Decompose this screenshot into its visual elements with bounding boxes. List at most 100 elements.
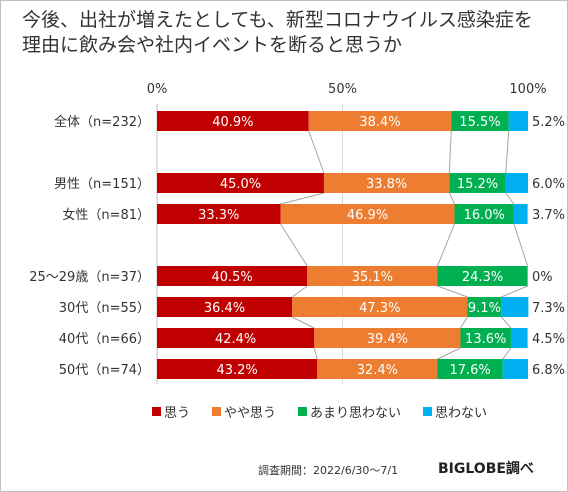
chart-title-line-2: 理由に飲み会や社内イベントを断ると思うか [22, 34, 403, 56]
series-connector-line [501, 285, 528, 298]
series-connector-line [500, 316, 512, 329]
series-connector-line [448, 130, 452, 174]
data-label: 16.0% [464, 208, 505, 223]
bar-segment [460, 328, 511, 348]
data-label-outside: 4.5% [532, 332, 565, 347]
bar-segment [157, 266, 308, 286]
data-label-outside: 3.7% [532, 208, 565, 223]
legend-swatch-series-4 [423, 407, 433, 416]
data-label-outside: 0% [532, 270, 553, 285]
series-connector-line [291, 316, 315, 329]
legend-label-series-1: 思う [164, 406, 191, 421]
category-label: 40代（n=66） [59, 332, 150, 347]
bar-segment [157, 111, 309, 131]
data-label-outside: 6.8% [532, 363, 565, 378]
series-connector-line [437, 347, 461, 360]
data-label: 47.3% [359, 301, 400, 316]
category-label: 男性（n=151） [54, 177, 150, 192]
data-label: 15.2% [457, 177, 498, 192]
data-label: 13.6% [465, 332, 506, 347]
bar-segment [157, 359, 318, 379]
data-label: 24.3% [462, 270, 503, 285]
category-label: 25〜29歳（n=37） [29, 270, 150, 285]
bar-segment [501, 297, 529, 317]
bar-segment [467, 297, 502, 317]
legend-item-series-3: あまり思わない [298, 402, 401, 421]
data-label: 35.1% [352, 270, 393, 285]
series-connector-line [280, 223, 308, 267]
bar-segment [280, 204, 455, 224]
series-connector-line [448, 192, 455, 205]
chart-title: 今後、出社が増えたとしても、新型コロナウイルス感染症を 理由に飲み会や社内イベン… [22, 8, 552, 58]
survey-period: 調査期間：2022/6/30〜7/1 [258, 464, 399, 477]
data-label: 33.3% [198, 208, 239, 223]
series-connector-line [505, 130, 510, 174]
bar-segment [307, 266, 438, 286]
brand-credit: BIGLOBE調べ [438, 461, 534, 477]
data-label-outside: 5.2% [532, 115, 565, 130]
data-label: 40.9% [212, 115, 253, 130]
bar-segment [451, 111, 509, 131]
bar-segment [314, 328, 461, 348]
bar-segment [292, 297, 468, 317]
bar-segment [505, 173, 528, 193]
data-label-outside: 7.3% [532, 301, 565, 316]
x-axis-tick-label: 50% [328, 82, 357, 97]
series-connector-line [460, 316, 468, 329]
legend-label-series-2: やや思う [224, 406, 277, 421]
data-label: 40.5% [211, 270, 252, 285]
bar-segment [157, 204, 281, 224]
x-axis-tick-label: 0% [147, 82, 168, 97]
bar-segment [323, 173, 450, 193]
legend-item-series-2: やや思う [212, 402, 276, 421]
legend-swatch-series-2 [212, 407, 222, 416]
bar-segment [437, 266, 528, 286]
series-connector-line [313, 347, 318, 360]
bar-segment [502, 359, 528, 379]
bar-segment [454, 204, 514, 224]
legend-swatch-series-3 [298, 407, 308, 416]
category-label: 全体（n=232） [54, 114, 150, 130]
series-connector-line [280, 192, 325, 205]
data-label: 38.4% [359, 115, 400, 130]
bar-segment [449, 173, 506, 193]
data-label: 43.2% [216, 363, 257, 378]
series-connector-line [505, 192, 515, 205]
legend-swatch-series-1 [152, 407, 161, 416]
bar-segment [157, 173, 324, 193]
data-label: 17.6% [449, 363, 490, 378]
bar-segment [437, 359, 503, 379]
bar-segment [157, 297, 293, 317]
bar-segment [317, 359, 438, 379]
data-label: 32.4% [357, 363, 398, 378]
data-label: 9.1% [468, 301, 501, 316]
series-connector-line [308, 130, 325, 174]
series-connector-line [437, 285, 468, 298]
series-connector-line [513, 223, 529, 267]
bar-segment [157, 328, 315, 348]
legend-item-series-4: 思わない [423, 402, 487, 421]
series-connector-line [502, 347, 512, 360]
legend-item-series-1: 思う [152, 402, 190, 421]
category-label: 50代（n=74） [59, 363, 150, 378]
legend-label-series-4: 思わない [435, 406, 488, 421]
legend-label-series-3: あまり思わない [310, 406, 402, 421]
category-label: 女性（n=81） [62, 207, 150, 223]
data-label: 36.4% [204, 301, 245, 316]
category-label: 30代（n=55） [59, 301, 150, 316]
legend: 思う やや思う あまり思わない 思わない [152, 402, 487, 421]
series-connector-line [437, 223, 456, 267]
data-label: 33.8% [366, 177, 407, 192]
data-label: 39.4% [367, 332, 408, 347]
bar-segment [508, 111, 528, 131]
data-label: 42.4% [215, 332, 256, 347]
bar-segment [510, 328, 528, 348]
bar-segment [513, 204, 528, 224]
chart-title-line-1: 今後、出社が増えたとしても、新型コロナウイルス感染症を [22, 9, 533, 31]
x-axis-tick-label: 100% [509, 82, 546, 97]
bar-segment [308, 111, 452, 131]
data-label-outside: 6.0% [532, 177, 565, 192]
series-connector-line [291, 285, 308, 298]
data-label: 46.9% [347, 208, 388, 223]
